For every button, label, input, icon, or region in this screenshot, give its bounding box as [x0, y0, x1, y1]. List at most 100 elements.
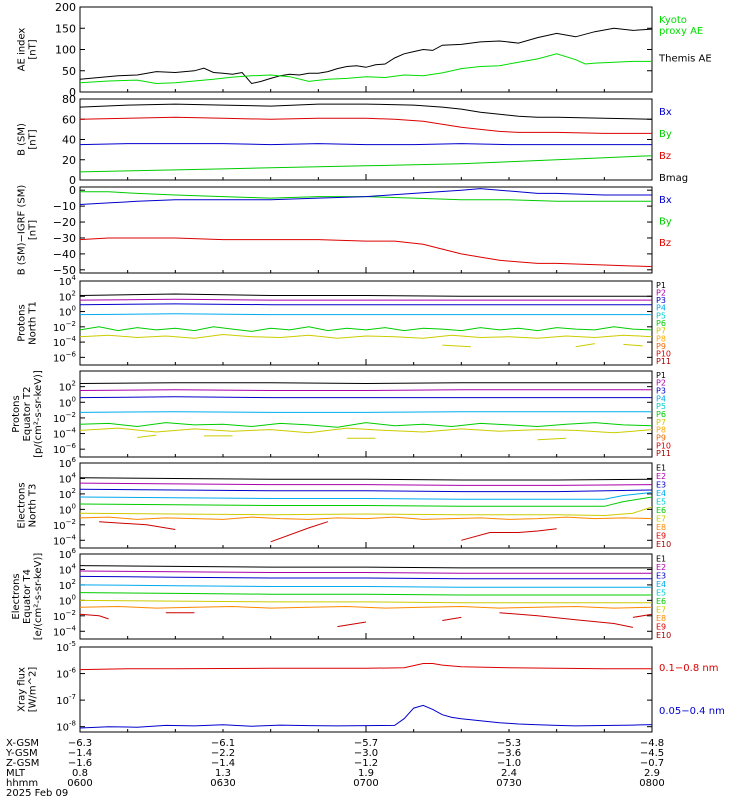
series-line-ee-0 — [80, 565, 652, 569]
legend-pn-P6: P6 — [656, 319, 666, 328]
ephemeris-value: −0.7 — [640, 758, 664, 769]
ephemeris-value: −6.1 — [211, 738, 235, 749]
ephemeris-value: −1.6 — [68, 758, 92, 769]
ephemeris-value: −1.2 — [354, 758, 378, 769]
ephemeris-label-mlt: MLT — [6, 768, 26, 779]
legend-ee-E6: E6 — [656, 597, 666, 606]
ylabel-ae: [nT] — [28, 39, 39, 59]
series-fragment-en-1 — [270, 521, 329, 543]
ylabel-pn: Protons — [17, 304, 28, 341]
ytick-label-pn: 100 — [59, 305, 76, 319]
series-line-en-4 — [80, 496, 652, 507]
ephemeris-label-z-gsm: Z-GSM — [6, 758, 39, 769]
ytick-label-ee: 10−2 — [53, 609, 76, 623]
legend-pn-P2: P2 — [656, 288, 666, 297]
ytick-label-ee: 10−4 — [53, 624, 77, 638]
ytick-label-bigrf: −10 — [53, 200, 76, 213]
ytick-label-pn: 102 — [59, 289, 76, 303]
ytick-label-bsm: 80 — [62, 93, 76, 106]
series-line-pn-2 — [80, 303, 652, 306]
legend-ae-0: Kyoto — [659, 15, 687, 26]
ytick-label-bsm: 0 — [69, 174, 76, 187]
ylabel-xray: [W/m^2] — [28, 667, 39, 713]
ephemeris-value: −3.6 — [497, 748, 521, 759]
series-line-ee-4 — [80, 592, 652, 596]
series-line-bsm-1 — [80, 116, 652, 134]
ephemeris-value: −4.8 — [640, 738, 664, 749]
ephemeris-label-hhmm: hhmm — [6, 778, 38, 789]
ytick-label-ae: 200 — [55, 1, 76, 14]
series-fragment-ee-3 — [442, 616, 462, 621]
legend-en-E3: E3 — [656, 480, 666, 489]
ytick-label-pn: 104 — [59, 274, 77, 288]
legend-pe-P10: P10 — [656, 441, 671, 450]
ephemeris-value: 2.9 — [644, 768, 660, 779]
legend-ee-E3: E3 — [656, 571, 666, 580]
series-fragment-en-0 — [99, 521, 176, 530]
legend-bigrf-1: By — [659, 217, 672, 228]
ylabel-en: North T3 — [28, 484, 39, 528]
series-line-xray-1 — [80, 704, 652, 729]
ephemeris-value: −1.0 — [497, 758, 521, 769]
legend-pn-P1: P1 — [656, 281, 666, 290]
ytick-label-en: 106 — [59, 456, 77, 470]
ylabel-bsm: B (SM) — [17, 123, 28, 156]
legend-ee-E5: E5 — [656, 588, 666, 597]
ephemeris-value: −3.0 — [354, 748, 378, 759]
ytick-label-en: 10−2 — [53, 518, 76, 532]
ytick-label-ae: 50 — [62, 65, 76, 78]
legend-pe-P2: P2 — [656, 379, 666, 388]
ytick-label-xray: 10-5 — [56, 640, 76, 654]
series-line-ee-2 — [80, 575, 652, 580]
legend-xray-0: 0.1−0.8 nm — [659, 663, 718, 674]
series-line-ee-6 — [80, 605, 652, 609]
legend-ee-E7: E7 — [656, 605, 666, 614]
legend-en-E4: E4 — [656, 489, 666, 498]
legend-en-E1: E1 — [656, 463, 666, 472]
panel-frame-pn — [79, 280, 653, 366]
ytick-label-pn: 10−6 — [53, 350, 77, 364]
legend-en-E8: E8 — [656, 523, 666, 532]
ylabel-bsm: [nT] — [28, 129, 39, 149]
legend-pn-P9: P9 — [656, 342, 666, 351]
series-line-ee-5 — [80, 599, 652, 604]
ytick-label-pe: 10−6 — [53, 442, 77, 456]
ephemeris-value: 0730 — [496, 778, 521, 789]
series-line-pe-3 — [80, 411, 652, 413]
legend-pe-P5: P5 — [656, 402, 666, 411]
legend-en-E2: E2 — [656, 472, 666, 481]
legend-ae-1: Themis AE — [658, 54, 712, 65]
series-fragment-pe-0 — [137, 434, 157, 438]
series-line-bsm-2 — [80, 143, 652, 146]
legend-bsm-1: By — [659, 129, 672, 140]
series-line-ee-1 — [80, 570, 652, 574]
legend-xray-1: 0.05−0.4 nm — [659, 706, 725, 717]
ylabel-bigrf: [nT] — [28, 220, 39, 240]
ylabel-en: Electrons — [17, 482, 28, 528]
legend-bsm-0: Bx — [659, 107, 672, 118]
ytick-label-pe: 10−2 — [53, 411, 76, 425]
series-line-en-3 — [80, 491, 652, 500]
legend-bsm-3: Bmag — [659, 173, 688, 184]
ytick-label-bigrf: −40 — [53, 248, 76, 261]
ytick-label-ae: 0 — [69, 86, 76, 99]
series-line-pe-2 — [80, 396, 652, 399]
legend-en-E6: E6 — [656, 506, 666, 515]
series-fragment-ee-4 — [499, 612, 634, 628]
legend-pe-P11: P11 — [656, 449, 671, 458]
ylabel-pe: [p/(cm²-s-sr-keV)] — [33, 370, 44, 458]
series-line-en-0 — [80, 477, 652, 481]
series-line-en-5 — [80, 506, 652, 517]
ytick-label-en: 102 — [59, 487, 76, 501]
series-line-en-6 — [80, 516, 652, 520]
legend-pn-P11: P11 — [656, 357, 671, 366]
series-fragment-pn-0 — [442, 344, 471, 348]
ytick-label-ee: 106 — [59, 547, 77, 561]
legend-ee-E9: E9 — [656, 622, 666, 631]
legend-en-E9: E9 — [656, 531, 666, 540]
ytick-label-en: 104 — [59, 471, 77, 485]
ephemeris-value: 1.3 — [215, 768, 231, 779]
series-line-ae-0 — [80, 27, 652, 85]
ephemeris-value: 0700 — [353, 778, 378, 789]
ytick-label-xray: 10-8 — [56, 720, 76, 734]
